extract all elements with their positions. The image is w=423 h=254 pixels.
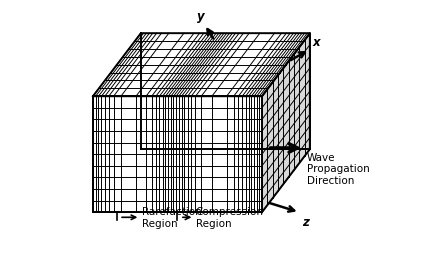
Text: x: x xyxy=(312,36,320,49)
Text: Compression
Region: Compression Region xyxy=(195,207,264,228)
Polygon shape xyxy=(93,97,262,212)
Text: z: z xyxy=(302,215,309,228)
Polygon shape xyxy=(93,34,310,97)
Polygon shape xyxy=(262,34,310,212)
Text: Wave
Propagation
Direction: Wave Propagation Direction xyxy=(307,152,369,185)
Text: Rarefaction
Region: Rarefaction Region xyxy=(142,207,201,228)
Text: y: y xyxy=(197,10,205,23)
